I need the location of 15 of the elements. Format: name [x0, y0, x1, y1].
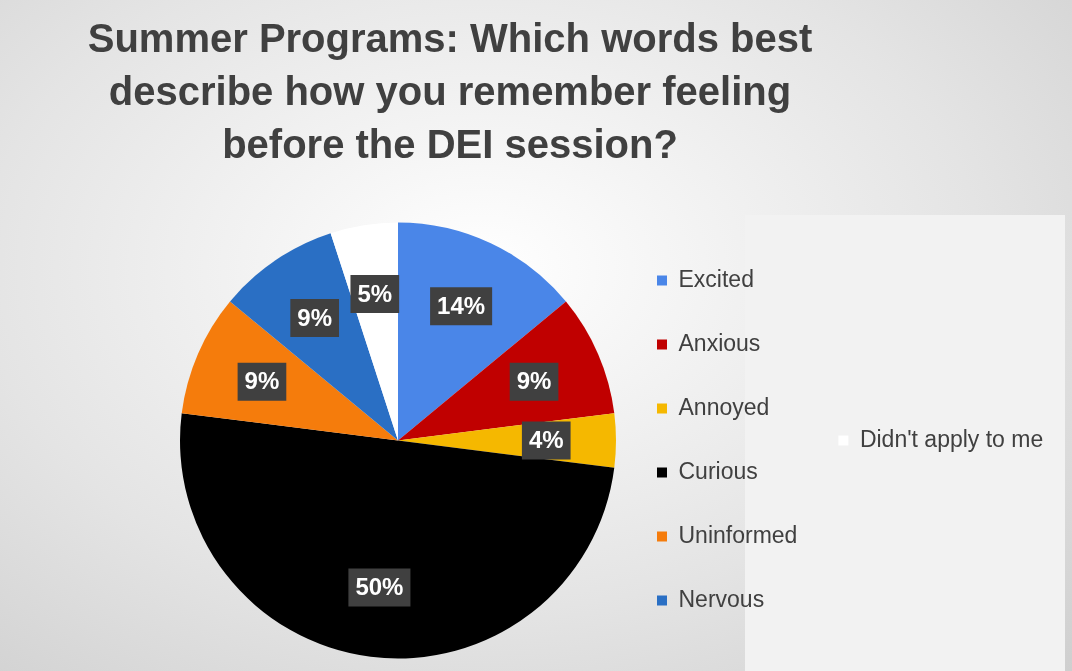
legend-label: Nervous — [678, 585, 765, 612]
legend-label: Anxious — [678, 329, 761, 356]
legend-label: Uninformed — [678, 521, 798, 548]
data-label: 4% — [528, 426, 564, 454]
data-label: 50% — [355, 573, 404, 601]
legend-label: Curious — [678, 457, 758, 484]
data-label: 5% — [357, 279, 393, 307]
data-label: 9% — [516, 367, 552, 395]
data-label: 14% — [437, 291, 486, 319]
data-label: 9% — [297, 303, 333, 331]
data-label: 9% — [244, 367, 280, 395]
chart-title: Summer Programs: Which words best describe how you remember feeling before the DEI session? — [86, 15, 814, 168]
legend-label: Didn't apply to me — [859, 425, 1044, 452]
legend-label: Annoyed — [678, 393, 770, 420]
legend-label: Excited — [678, 265, 754, 292]
